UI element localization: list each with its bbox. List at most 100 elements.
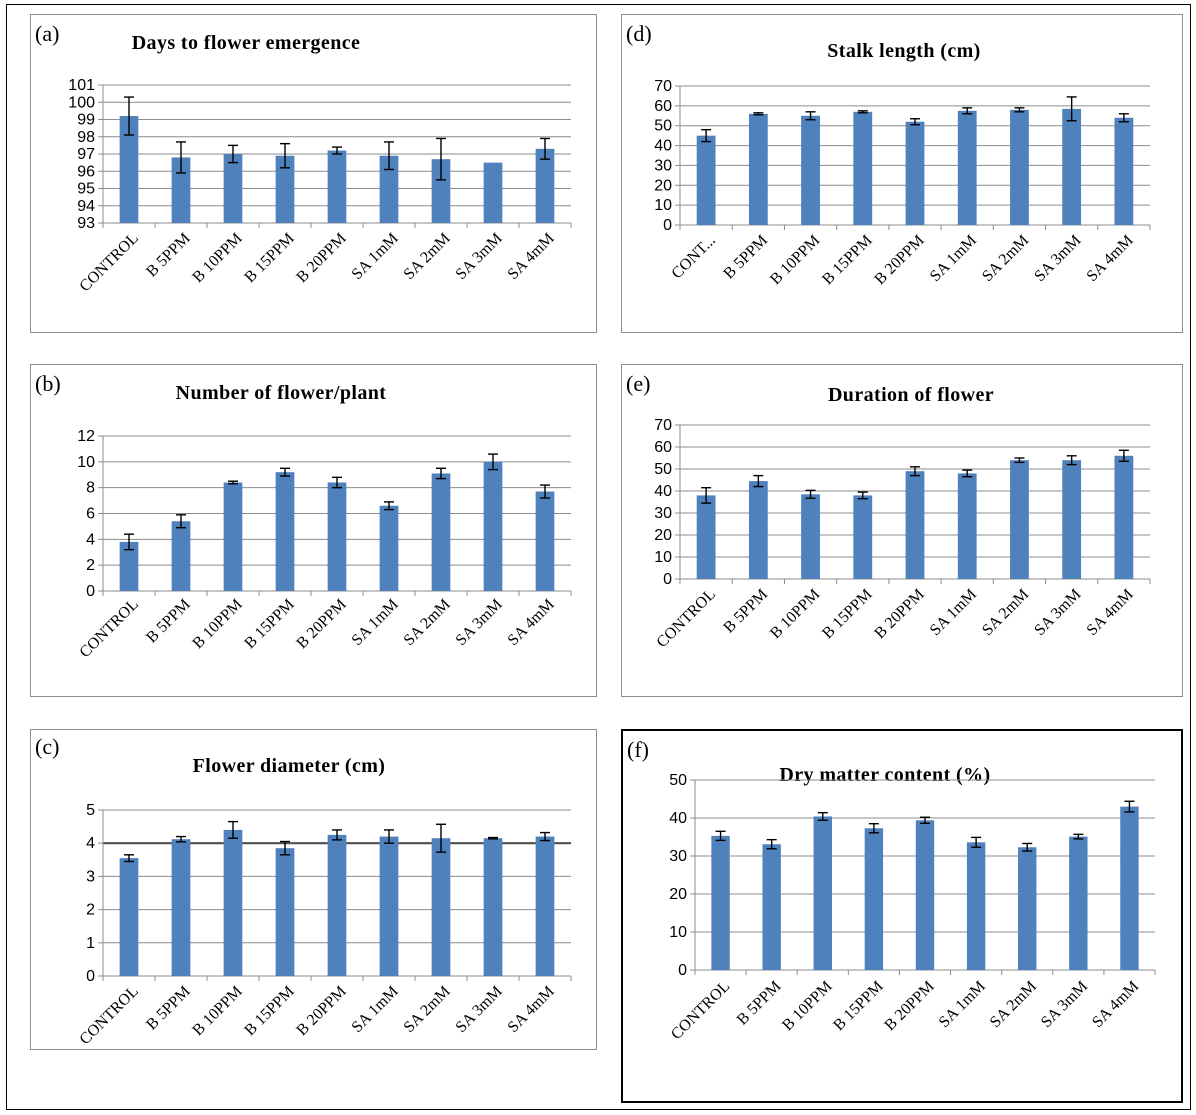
bar <box>379 155 399 223</box>
y-tick-label: 50 <box>669 772 687 789</box>
error-bar <box>1014 457 1025 464</box>
y-tick-label: 20 <box>654 177 672 194</box>
bar <box>762 844 781 970</box>
y-tick-label: 40 <box>654 138 672 155</box>
y-tick-label: 12 <box>77 428 95 445</box>
error-bar <box>124 854 134 863</box>
bar <box>379 505 399 591</box>
error-bar <box>176 141 186 174</box>
y-tick-label: 2 <box>86 557 95 574</box>
x-tick-label: B 20PPM <box>293 596 349 652</box>
x-tick-label: B 20PPM <box>293 983 349 1039</box>
x-tick-label: B 10PPM <box>189 230 245 286</box>
bar <box>905 471 925 579</box>
bar <box>275 472 295 591</box>
error-bar <box>540 484 550 499</box>
panel-label-d: (d) <box>626 21 652 46</box>
error-bar <box>920 816 930 825</box>
chart-d-svg: (d) Stalk length (cm) 0 10 20 30 40 50 60 70 CONT.… <box>626 21 1151 288</box>
bar <box>483 461 503 591</box>
error-bar <box>910 466 920 477</box>
y-tick-label: 50 <box>654 461 672 478</box>
bar <box>1114 117 1134 225</box>
bar <box>171 521 191 591</box>
y-tick-label: 70 <box>654 78 672 95</box>
error-bar <box>701 128 712 143</box>
bar <box>801 494 820 579</box>
error-bar <box>332 146 342 155</box>
error-bar <box>384 501 394 511</box>
bar <box>379 836 399 976</box>
y-tick-label: 40 <box>669 810 687 827</box>
error-bar <box>971 836 982 848</box>
x-tick-label: CONT... <box>668 232 718 282</box>
x-tick-label: SA 1mM <box>927 232 980 285</box>
error-bar <box>701 486 712 504</box>
y-tick-label: 10 <box>654 549 672 566</box>
x-tick-label: SA 4mM <box>1084 232 1137 285</box>
bar <box>957 110 977 225</box>
chart-title-c: Flower diameter (cm) <box>193 755 386 777</box>
error-bar <box>1022 842 1033 852</box>
panel-label-f: (f) <box>627 737 649 762</box>
bar <box>957 473 977 579</box>
bar <box>171 157 191 223</box>
error-bar <box>436 467 446 480</box>
x-tick-label: SA 4mM <box>1089 978 1142 1031</box>
bar <box>1010 460 1029 579</box>
error-bar <box>715 830 726 842</box>
x-tick-label: B 5PPM <box>143 596 194 647</box>
bar <box>1120 806 1139 970</box>
bar <box>966 842 986 970</box>
error-bar <box>962 107 973 115</box>
bar <box>327 482 347 591</box>
panel-label-a: (a) <box>35 21 59 46</box>
chart-e-svg: (e) Duration of flower 0 10 20 30 40 50 60 70 CONT… <box>626 371 1151 651</box>
error-bar <box>1066 96 1077 122</box>
x-tick-label: B 10PPM <box>767 586 823 642</box>
error-bar <box>1118 449 1129 463</box>
y-tick-label: 0 <box>86 583 95 600</box>
y-tick-label: 8 <box>86 480 95 497</box>
bar <box>696 135 716 225</box>
y-tick-label: 3 <box>86 868 95 885</box>
error-bar <box>280 142 290 169</box>
error-bar <box>228 480 238 485</box>
chart-f-svg: (f) Dry matter content (%) 0 10 20 30 40 50 CONT… <box>627 737 1156 1043</box>
x-tick-label: CONTROL <box>668 978 733 1043</box>
x-tick-label: B 15PPM <box>241 230 297 286</box>
x-tick-label: B 10PPM <box>189 596 245 652</box>
x-tick-label: CONTROL <box>76 596 141 661</box>
error-bar <box>332 476 342 489</box>
error-bar <box>857 491 868 500</box>
bar <box>1114 455 1134 579</box>
y-tick-label: 0 <box>663 571 672 588</box>
panel-b: (b) Number of flower/plant 0 2 4 6 8 10 12 CONTRO… <box>30 364 597 697</box>
bar <box>801 115 820 225</box>
x-tick-label: SA 4mM <box>505 983 558 1036</box>
bar <box>1018 847 1037 970</box>
error-bar <box>766 838 777 850</box>
y-tick-label: 60 <box>654 98 672 115</box>
x-tick-label: B 5PPM <box>143 230 194 281</box>
error-bar <box>280 467 290 477</box>
x-tick-label: B 15PPM <box>241 983 297 1039</box>
panel-c: (c) Flower diameter (cm) 0 1 2 3 4 5 CONTROL B 5P… <box>30 729 597 1050</box>
panel-d: (d) Stalk length (cm) 0 10 20 30 40 50 60 70 CONT.… <box>621 14 1183 333</box>
chart-a-svg: (a) Days to flower emergence 9394959697989… <box>35 21 572 295</box>
bar <box>853 111 873 225</box>
chart-title-f: Dry matter content (%) <box>779 764 990 786</box>
y-tick-label: 60 <box>654 439 672 456</box>
y-tick-label: 2 <box>86 902 95 919</box>
x-tick-label: SA 1mM <box>936 978 989 1031</box>
error-bar <box>962 469 973 478</box>
y-tick-label: 20 <box>654 527 672 544</box>
error-bar <box>436 823 446 853</box>
y-tick-label: 99 <box>77 112 95 129</box>
bar <box>431 159 451 223</box>
bar <box>223 482 243 591</box>
y-tick-label: 94 <box>77 198 95 215</box>
bar <box>119 116 139 223</box>
bar <box>748 113 768 225</box>
bar <box>915 820 935 970</box>
